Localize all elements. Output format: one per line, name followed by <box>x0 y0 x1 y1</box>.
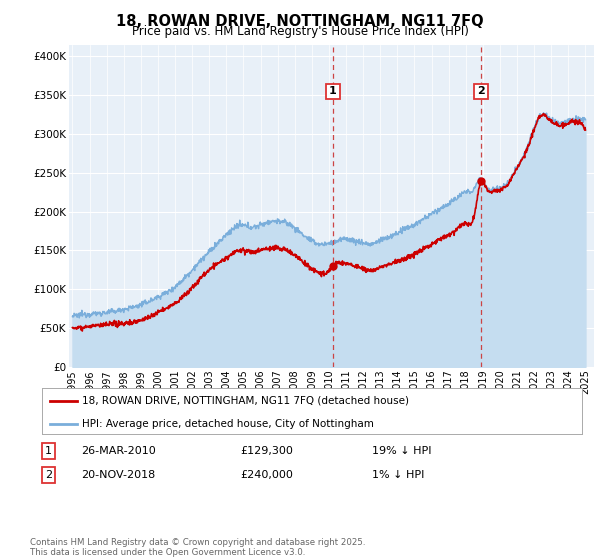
Text: HPI: Average price, detached house, City of Nottingham: HPI: Average price, detached house, City… <box>83 419 374 429</box>
Text: 19% ↓ HPI: 19% ↓ HPI <box>372 446 431 456</box>
Text: 1% ↓ HPI: 1% ↓ HPI <box>372 470 424 480</box>
Text: 1: 1 <box>45 446 52 456</box>
Text: 20-NOV-2018: 20-NOV-2018 <box>81 470 155 480</box>
Text: 2: 2 <box>477 86 485 96</box>
Text: 1: 1 <box>329 86 337 96</box>
Text: 2: 2 <box>45 470 52 480</box>
Text: Contains HM Land Registry data © Crown copyright and database right 2025.
This d: Contains HM Land Registry data © Crown c… <box>30 538 365 557</box>
Text: 26-MAR-2010: 26-MAR-2010 <box>81 446 156 456</box>
Text: 18, ROWAN DRIVE, NOTTINGHAM, NG11 7FQ: 18, ROWAN DRIVE, NOTTINGHAM, NG11 7FQ <box>116 14 484 29</box>
Text: £129,300: £129,300 <box>240 446 293 456</box>
Text: Price paid vs. HM Land Registry's House Price Index (HPI): Price paid vs. HM Land Registry's House … <box>131 25 469 38</box>
Text: £240,000: £240,000 <box>240 470 293 480</box>
Text: 18, ROWAN DRIVE, NOTTINGHAM, NG11 7FQ (detached house): 18, ROWAN DRIVE, NOTTINGHAM, NG11 7FQ (d… <box>83 396 409 406</box>
